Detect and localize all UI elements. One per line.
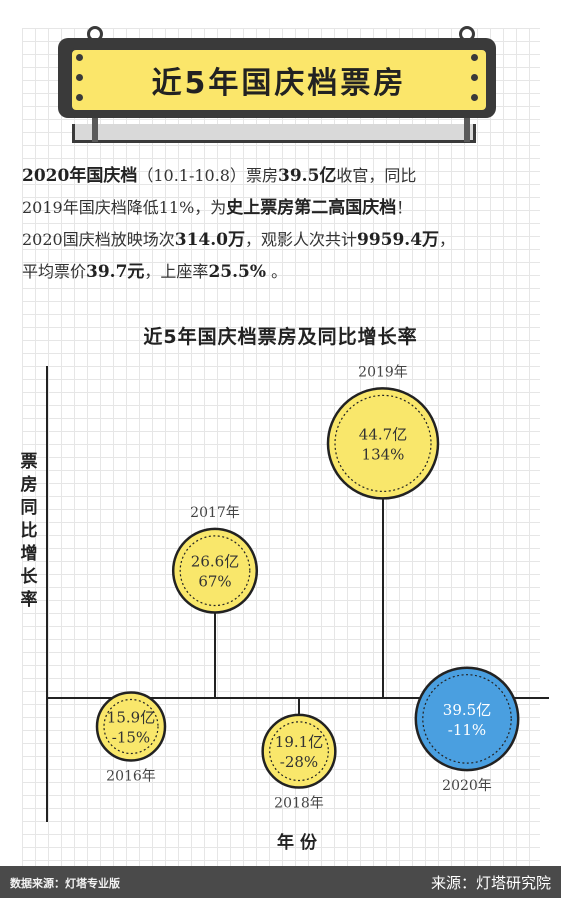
- bubble-box-office-label: 15.9亿: [107, 709, 155, 727]
- y-axis-label-char: 票: [21, 452, 38, 472]
- banner-leg-right: [464, 118, 470, 142]
- highlight-text: 史上票房第二高国庆档: [226, 198, 397, 218]
- highlight-text: 2020年国庆档: [22, 166, 138, 186]
- bubble-chart: 票房同比增长率 年 份 15.9亿 -15% 2016年 26.6亿 67% 2017年 1…: [21, 364, 549, 853]
- source-credit: 来源：灯塔研究院: [430, 874, 551, 892]
- bubble: [171, 527, 259, 614]
- banner-light: [76, 94, 83, 101]
- banner-light: [471, 54, 478, 61]
- bubble-growth-label: -11%: [448, 721, 486, 739]
- x-axis-label: 年 份: [277, 832, 318, 853]
- summary-line-4: 平均票价39.7元，上座率25.5% 。: [22, 256, 542, 288]
- banner-light: [76, 74, 83, 81]
- summary-line-1: 2020年国庆档（10.1-10.8）票房39.5亿收官，同比: [22, 160, 542, 192]
- highlight-text: 314.0万: [174, 230, 245, 250]
- summary-text: 。: [266, 262, 288, 281]
- highlight-text: 9959.4万: [356, 230, 440, 250]
- summary-text: ，: [439, 230, 456, 249]
- summary-text: ，观影人次共计: [244, 230, 357, 249]
- banner-light: [76, 54, 83, 61]
- y-axis-label-char: 长: [21, 566, 39, 587]
- bubble-inner-ring: [334, 394, 432, 492]
- summary-text: 2020国庆档放映场次: [22, 230, 175, 249]
- summary-text: ，上座率: [144, 262, 209, 281]
- year-label: 2019年: [358, 364, 408, 380]
- y-axis-label-char: 率: [21, 589, 38, 610]
- y-axis-label: 票房同比增长率: [21, 452, 39, 610]
- summary-line-3: 2020国庆档放映场次314.0万，观影人次共计9959.4万，: [22, 224, 542, 256]
- bubble-inner-ring: [422, 674, 512, 764]
- bubble-box-office-label: 26.6亿: [191, 553, 239, 571]
- y-axis-label-char: 比: [21, 520, 38, 541]
- y-axis-label-char: 同: [21, 498, 38, 518]
- bubble: [261, 713, 337, 789]
- banner-light: [471, 94, 478, 101]
- bubble-inner-ring: [269, 721, 329, 782]
- bubble-box-office-label: 19.1亿: [275, 733, 323, 751]
- bubble-growth-label: 134%: [362, 445, 405, 463]
- chart-title: 近5年国庆档票房及同比增长率: [143, 326, 418, 348]
- footer: 数据来源：灯塔专业版 来源：灯塔研究院: [0, 866, 561, 898]
- year-label: 2017年: [190, 505, 240, 521]
- bubble-growth-label: -28%: [280, 753, 318, 771]
- bubble: [414, 666, 520, 772]
- bubble-growth-label: -15%: [112, 729, 150, 747]
- summary-paragraph: 2020年国庆档（10.1-10.8）票房39.5亿收官，同比 2019年国庆档…: [22, 160, 542, 288]
- bubble: [95, 691, 167, 762]
- bubble-box-office-label: 44.7亿: [359, 425, 407, 443]
- banner-stand: [72, 124, 476, 143]
- summary-line-2: 2019年国庆档降低11%，为史上票房第二高国庆档！: [22, 192, 542, 224]
- summary-text: 平均票价: [22, 262, 87, 281]
- banner-light: [471, 74, 478, 81]
- y-axis-label-char: 房: [21, 474, 38, 495]
- page-title: 近5年国庆档票房: [70, 48, 488, 112]
- highlight-text: 25.5%: [208, 262, 266, 282]
- bubble-inner-ring: [179, 535, 251, 607]
- summary-text: （10.1-10.8）票房: [137, 166, 278, 185]
- highlight-text: 39.7元: [86, 262, 145, 282]
- bubble: [326, 387, 440, 500]
- y-axis-label-char: 增: [21, 543, 38, 564]
- highlight-text: 39.5亿: [278, 166, 337, 186]
- bubble-box-office-label: 39.5亿: [443, 701, 491, 719]
- year-label: 2016年: [106, 769, 156, 785]
- bubble-growth-label: 67%: [198, 573, 231, 591]
- summary-text: ！: [396, 198, 413, 217]
- banner-leg-left: [92, 118, 98, 142]
- data-source: 数据来源：灯塔专业版: [10, 877, 120, 890]
- year-label: 2018年: [274, 796, 324, 812]
- summary-text: 收官，同比: [336, 166, 417, 185]
- summary-text: 2019年国庆档降低11%，为: [22, 198, 227, 217]
- year-label: 2020年: [442, 778, 492, 794]
- bubble-inner-ring: [103, 698, 159, 755]
